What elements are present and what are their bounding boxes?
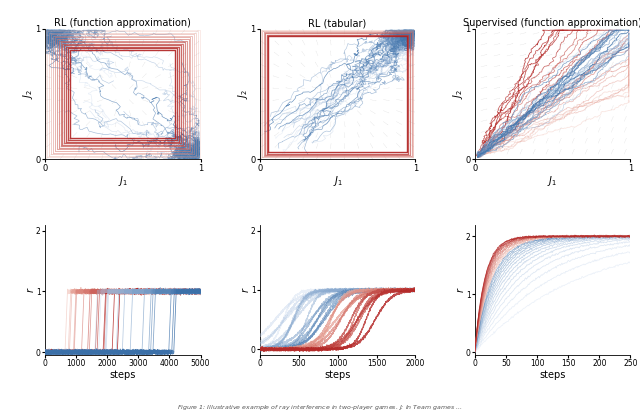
Text: Figure 1: Illustrative example of ray interference in two-player games. $J$: In : Figure 1: Illustrative example of ray in… — [177, 403, 463, 412]
X-axis label: steps: steps — [109, 370, 136, 380]
X-axis label: $J_1$: $J_1$ — [118, 174, 128, 188]
Y-axis label: $r$: $r$ — [454, 287, 466, 293]
Title: RL (function approximation): RL (function approximation) — [54, 18, 191, 28]
X-axis label: steps: steps — [540, 370, 566, 380]
Y-axis label: $r$: $r$ — [25, 287, 36, 293]
Y-axis label: $J_2$: $J_2$ — [21, 89, 35, 99]
Title: RL (tabular): RL (tabular) — [308, 18, 367, 28]
Y-axis label: $J_2$: $J_2$ — [236, 89, 250, 99]
X-axis label: $J_1$: $J_1$ — [547, 174, 557, 188]
X-axis label: steps: steps — [324, 370, 351, 380]
Y-axis label: $r$: $r$ — [240, 287, 251, 293]
Title: Supervised (function approximation): Supervised (function approximation) — [463, 18, 640, 28]
Y-axis label: $J_2$: $J_2$ — [451, 89, 465, 99]
X-axis label: $J_1$: $J_1$ — [333, 174, 342, 188]
